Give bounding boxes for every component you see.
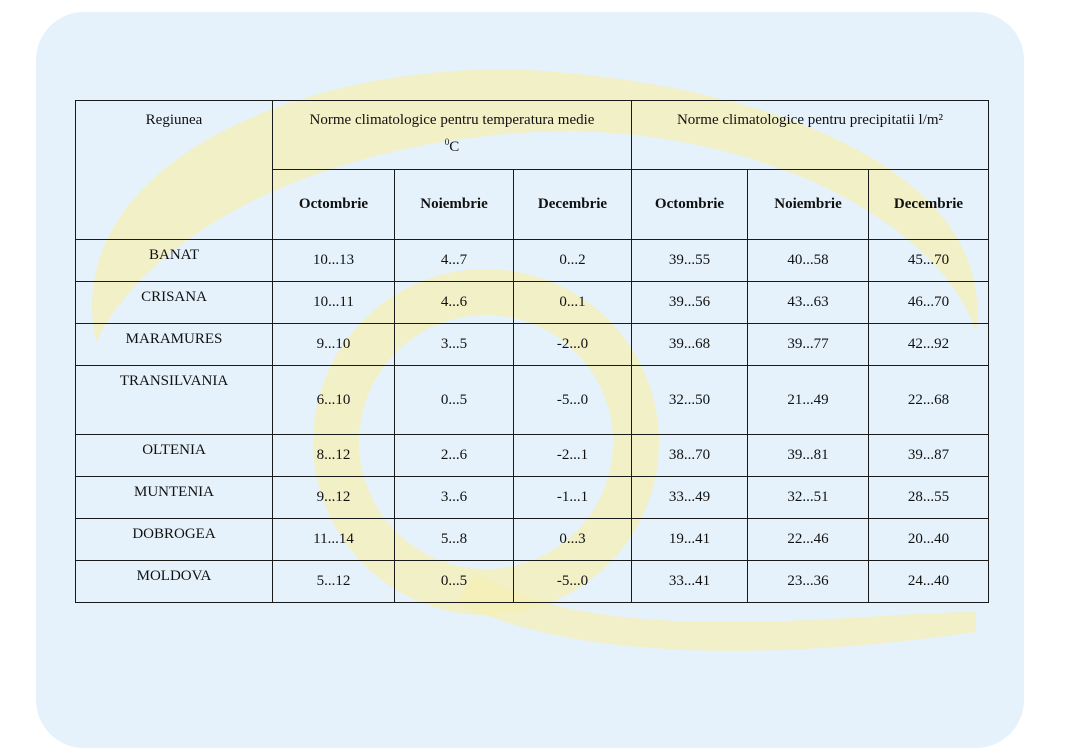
table-cell: 40...58 (747, 239, 869, 282)
table-cell: 19...41 (631, 518, 748, 561)
table-cell: -2...0 (513, 323, 632, 366)
table-cell: 10...13 (272, 239, 395, 282)
table-cell: 39...77 (747, 323, 869, 366)
table-row: OLTENIA 8...12 2...6 -2...1 38...70 39..… (75, 434, 989, 477)
table-cell: 42...92 (868, 323, 989, 366)
month-header: Noiembrie (747, 169, 869, 240)
table-cell: 0...5 (394, 365, 514, 435)
month-header: Octombrie (272, 169, 395, 240)
table-cell: 32...50 (631, 365, 748, 435)
table-cell: 6...10 (272, 365, 395, 435)
table-cell: 23...36 (747, 560, 869, 603)
table-cell: 45...70 (868, 239, 989, 282)
table-cell: 0...3 (513, 518, 632, 561)
region-name: TRANSILVANIA (75, 365, 273, 435)
table-cell: 39...68 (631, 323, 748, 366)
region-name: MOLDOVA (75, 560, 273, 603)
month-header: Noiembrie (394, 169, 514, 240)
table-row: BANAT 10...13 4...7 0...2 39...55 40...5… (75, 239, 989, 282)
table-cell: 20...40 (868, 518, 989, 561)
table-cell: 46...70 (868, 281, 989, 324)
region-name: MARAMURES (75, 323, 273, 366)
table-row: DOBROGEA 11...14 5...8 0...3 19...41 22.… (75, 518, 989, 561)
table-cell: 0...2 (513, 239, 632, 282)
table-cell: 10...11 (272, 281, 395, 324)
table-cell: 39...87 (868, 434, 989, 477)
precipitation-header: Norme climatologice pentru precipitatii … (631, 100, 989, 170)
region-name: DOBROGEA (75, 518, 273, 561)
table-cell: 5...12 (272, 560, 395, 603)
region-header: Regiunea (75, 100, 273, 240)
table-cell: 38...70 (631, 434, 748, 477)
table-cell: -1...1 (513, 476, 632, 519)
table-cell: 9...10 (272, 323, 395, 366)
region-name: OLTENIA (75, 434, 273, 477)
climate-norms-table: Regiunea Norme climatologice pentru temp… (75, 100, 989, 603)
table-cell: 4...6 (394, 281, 514, 324)
temperature-unit: 0C (444, 137, 460, 155)
table-cell: 22...68 (868, 365, 989, 435)
region-name: CRISANA (75, 281, 273, 324)
region-name: BANAT (75, 239, 273, 282)
table-row: MARAMURES 9...10 3...5 -2...0 39...68 39… (75, 323, 989, 366)
table-cell: 33...49 (631, 476, 748, 519)
table-cell: 43...63 (747, 281, 869, 324)
table-cell: 3...5 (394, 323, 514, 366)
table-cell: 21...49 (747, 365, 869, 435)
table-cell: -5...0 (513, 365, 632, 435)
temperature-header-title: Norme climatologice pentru temperatura m… (309, 112, 595, 128)
temperature-header: Norme climatologice pentru temperatura m… (272, 100, 632, 170)
table-cell: 2...6 (394, 434, 514, 477)
header-row-1: Regiunea Norme climatologice pentru temp… (75, 100, 989, 240)
table-cell: 0...1 (513, 281, 632, 324)
month-header: Decembrie (868, 169, 989, 240)
table-cell: 39...81 (747, 434, 869, 477)
table-cell: 39...55 (631, 239, 748, 282)
table-cell: 3...6 (394, 476, 514, 519)
table-cell: 33...41 (631, 560, 748, 603)
table-cell: 28...55 (868, 476, 989, 519)
table-cell: 4...7 (394, 239, 514, 282)
table-cell: -2...1 (513, 434, 632, 477)
month-header: Decembrie (513, 169, 632, 240)
table-cell: 9...12 (272, 476, 395, 519)
table-row: MOLDOVA 5...12 0...5 -5...0 33...41 23..… (75, 560, 989, 603)
table-cell: 24...40 (868, 560, 989, 603)
month-header: Octombrie (631, 169, 748, 240)
table-cell: -5...0 (513, 560, 632, 603)
table-cell: 5...8 (394, 518, 514, 561)
table-row: MUNTENIA 9...12 3...6 -1...1 33...49 32.… (75, 476, 989, 519)
table-cell: 8...12 (272, 434, 395, 477)
table-cell: 22...46 (747, 518, 869, 561)
table-cell: 32...51 (747, 476, 869, 519)
table-row: CRISANA 10...11 4...6 0...1 39...56 43..… (75, 281, 989, 324)
region-name: MUNTENIA (75, 476, 273, 519)
table-cell: 39...56 (631, 281, 748, 324)
table-row: TRANSILVANIA 6...10 0...5 -5...0 32...50… (75, 365, 989, 435)
table-cell: 11...14 (272, 518, 395, 561)
table-cell: 0...5 (394, 560, 514, 603)
